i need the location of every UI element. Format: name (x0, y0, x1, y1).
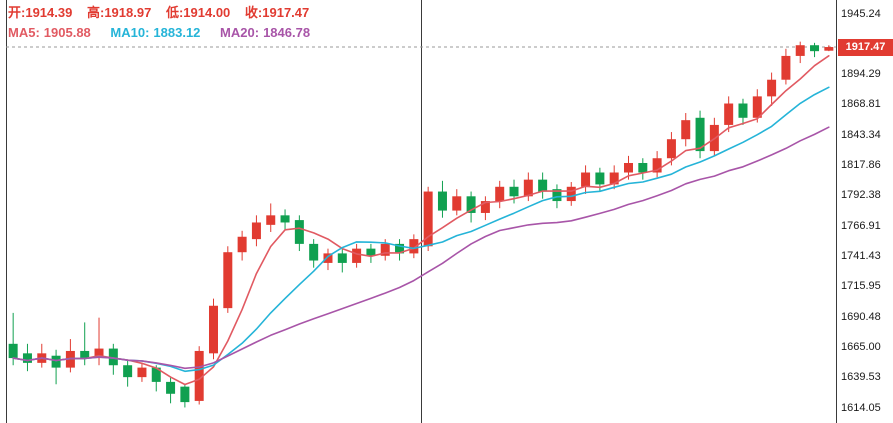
ma20-value: 1846.78 (263, 25, 311, 40)
close-pair: 收:1917.47 (245, 5, 309, 20)
ma5-value: 1905.88 (43, 25, 91, 40)
open-value: 1914.39 (25, 5, 73, 20)
high-value: 1918.97 (104, 5, 152, 20)
high-pair: 高:1918.97 (87, 5, 151, 20)
open-pair: 开:1914.39 (8, 5, 72, 20)
ma10-legend: MA10: 1883.12 (110, 25, 200, 40)
ma20-label: MA20: (220, 25, 260, 40)
ma10-label: MA10: (110, 25, 150, 40)
close-label: 收: (244, 5, 263, 20)
low-label: 低: (165, 5, 184, 20)
ma20-legend: MA20: 1846.78 (220, 25, 310, 40)
close-value: 1917.47 (262, 5, 310, 20)
ma5-line (12, 54, 830, 386)
grid-lines (6, 0, 837, 423)
ma5-label: MA5: (8, 25, 40, 40)
high-label: 高: (86, 5, 105, 20)
candles-group (8, 41, 834, 408)
ma-row: MA5: 1905.88 MA10: 1883.12 MA20: 1846.78 (8, 23, 326, 43)
ohlc-row: 开:1914.39 高:1918.97 低:1914.00 收:1917.47 (8, 3, 326, 23)
low-pair: 低:1914.00 (166, 5, 230, 20)
open-label: 开: (8, 5, 26, 20)
low-value: 1914.00 (183, 5, 231, 20)
ma10-value: 1883.12 (153, 25, 201, 40)
ma5-legend: MA5: 1905.88 (8, 25, 91, 40)
last-price-badge: 1917.47 (838, 38, 893, 56)
ma20-line (12, 126, 830, 370)
ohlc-header: 开:1914.39 高:1918.97 低:1914.00 收:1917.47 … (8, 3, 326, 43)
